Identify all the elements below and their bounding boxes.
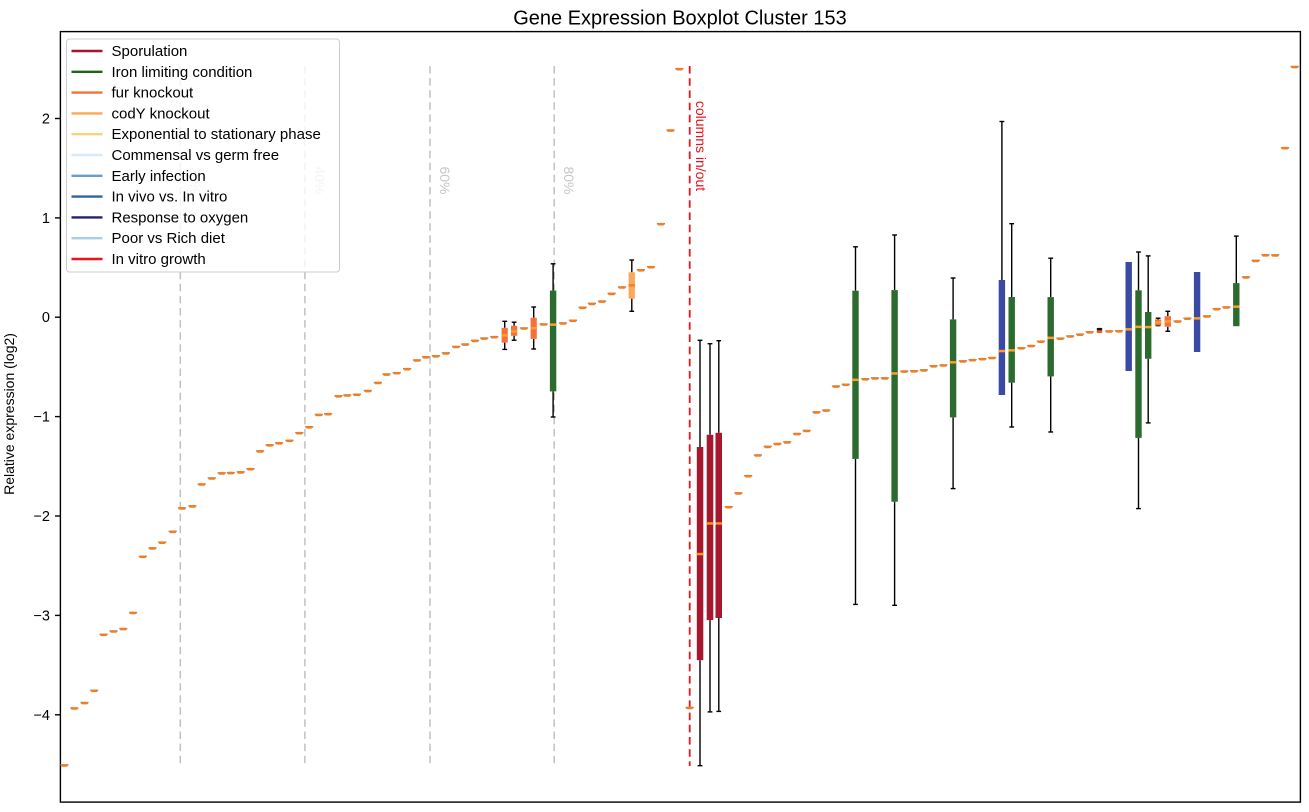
svg-text:columns in/out: columns in/out <box>693 101 709 191</box>
svg-text:−2: −2 <box>33 509 50 525</box>
svg-text:60%: 60% <box>437 166 453 194</box>
svg-text:Iron limiting condition: Iron limiting condition <box>112 64 253 81</box>
svg-text:−1: −1 <box>33 410 50 426</box>
svg-text:In vitro growth: In vitro growth <box>112 251 206 268</box>
svg-text:80%: 80% <box>561 166 577 194</box>
svg-text:fur knockout: fur knockout <box>112 85 195 102</box>
svg-text:codY knockout: codY knockout <box>112 105 211 122</box>
svg-text:2: 2 <box>42 112 50 128</box>
svg-text:In vivo vs. In vitro: In vivo vs. In vitro <box>112 189 228 206</box>
svg-text:Gene Expression Boxplot Cluste: Gene Expression Boxplot Cluster 153 <box>513 8 847 30</box>
svg-text:−4: −4 <box>33 708 50 724</box>
svg-text:Sporulation: Sporulation <box>112 43 188 60</box>
svg-text:Relative expression (log2): Relative expression (log2) <box>1 333 17 495</box>
svg-text:Poor vs Rich diet: Poor vs Rich diet <box>112 230 226 247</box>
svg-text:Early infection: Early infection <box>112 168 206 185</box>
svg-text:−3: −3 <box>33 608 50 624</box>
svg-text:Commensal vs germ free: Commensal vs germ free <box>112 147 280 164</box>
svg-text:Exponential to stationary phas: Exponential to stationary phase <box>112 126 321 143</box>
svg-text:Response to oxygen: Response to oxygen <box>112 209 249 226</box>
svg-text:0: 0 <box>42 310 50 326</box>
svg-text:1: 1 <box>42 211 50 227</box>
